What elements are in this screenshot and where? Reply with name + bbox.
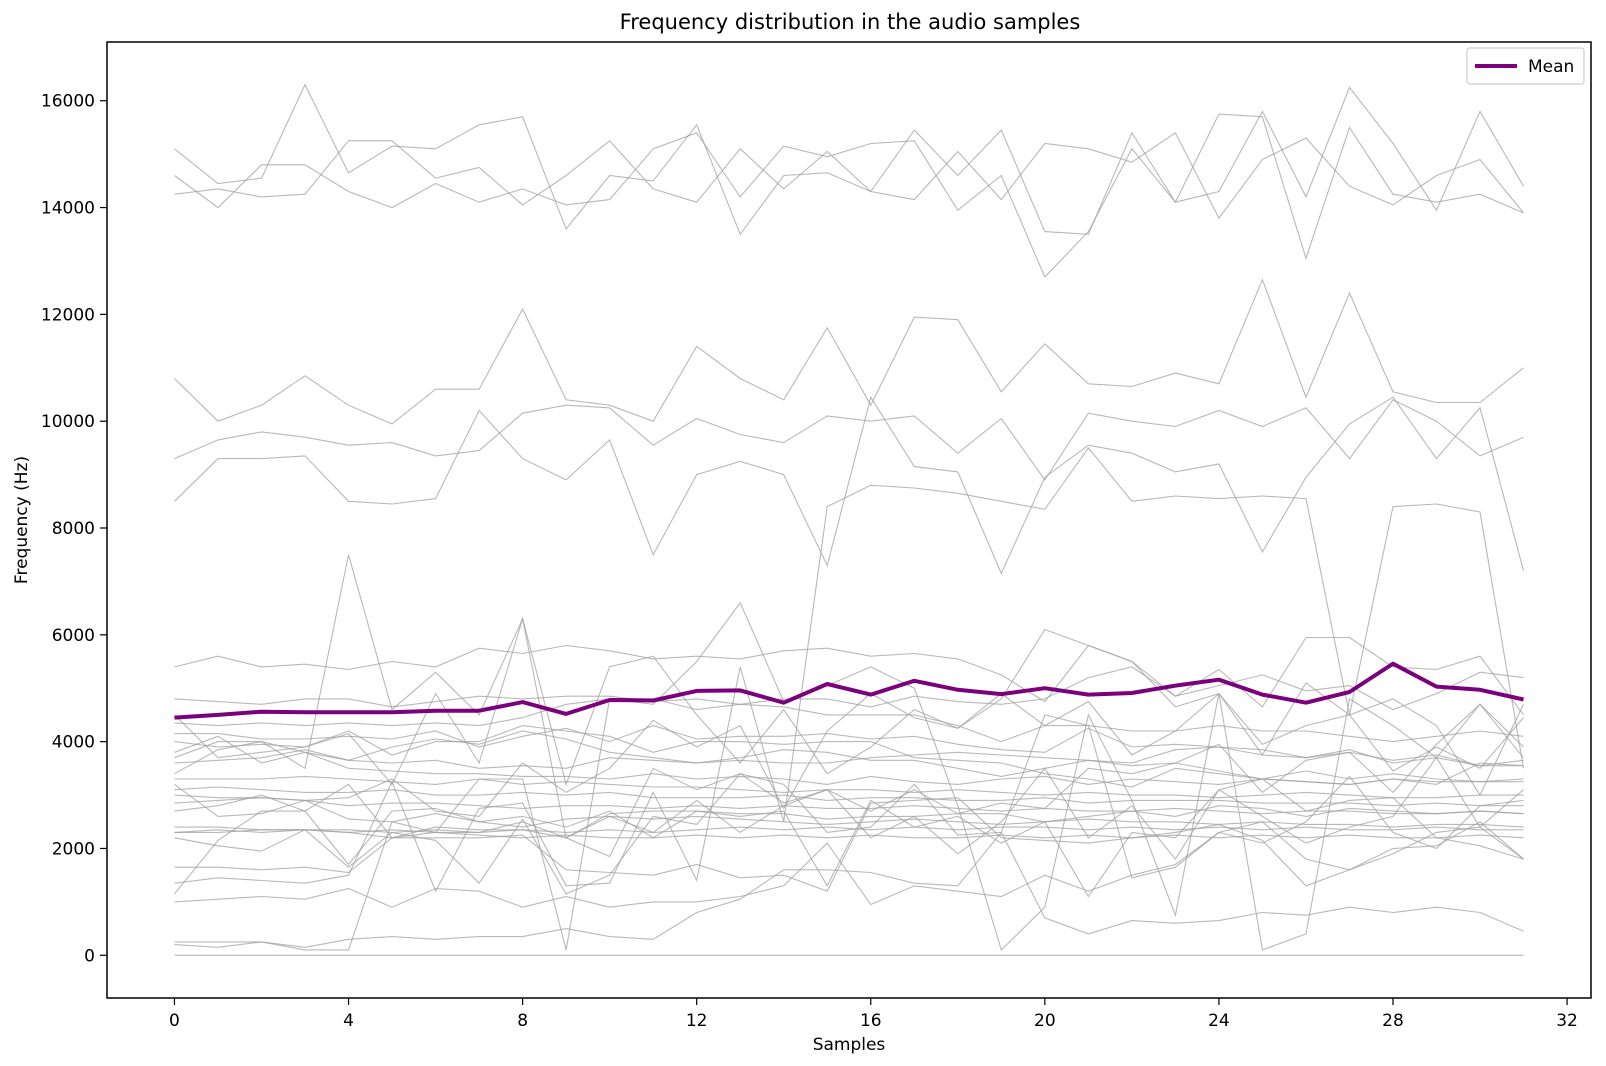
- y-tick-label: 2000: [52, 839, 95, 859]
- x-axis: 0 4 8 12 16 20 24 28 32: [169, 998, 1578, 1031]
- sample-line-26: [174, 628, 1524, 817]
- x-axis-label: Samples: [813, 1035, 886, 1055]
- sample-line-9: [174, 698, 1524, 743]
- y-tick-label: 16000: [41, 92, 95, 112]
- y-axis: 0 2000 4000 6000 8000 10000 12000 14000 16000: [41, 92, 107, 966]
- series-layer: [174, 83, 1525, 956]
- legend-label-mean: Mean: [1528, 57, 1574, 77]
- sample-line-27: [174, 616, 1524, 787]
- sample-line-24: [174, 831, 1524, 948]
- x-tick-label: 24: [1208, 1011, 1230, 1031]
- mean-line: [174, 661, 1524, 720]
- legend: Mean: [1466, 47, 1585, 85]
- y-tick-label: 8000: [52, 519, 95, 539]
- sample-line-19: [174, 826, 1524, 839]
- sample-line-25: [174, 601, 1524, 951]
- x-tick-label: 4: [343, 1011, 354, 1031]
- sample-line-32: [174, 703, 1524, 895]
- x-tick-label: 32: [1556, 1011, 1578, 1031]
- x-tick-label: 28: [1382, 1011, 1404, 1031]
- y-tick-label: 6000: [52, 626, 95, 646]
- x-tick-label: 12: [686, 1011, 708, 1031]
- x-tick-label: 16: [860, 1011, 882, 1031]
- sample-line-15: [174, 775, 1524, 799]
- y-tick-label: 10000: [41, 412, 95, 432]
- sample-line-10: [174, 725, 1524, 767]
- sample-line-7: [174, 636, 1524, 716]
- sample-line-16: [174, 786, 1524, 807]
- sample-line-17: [174, 783, 1524, 828]
- sample-line-33: [174, 446, 1525, 893]
- sample-line-2: [174, 131, 1524, 220]
- sample-line-6: [174, 395, 1525, 575]
- sample-line-29: [174, 756, 1524, 861]
- sample-line-22: [174, 778, 1524, 898]
- mean-layer: [174, 661, 1524, 720]
- y-tick-label: 0: [84, 946, 95, 966]
- x-tick-label: 8: [517, 1011, 528, 1031]
- x-tick-label: 20: [1034, 1011, 1056, 1031]
- sample-line-8: [174, 666, 1524, 711]
- sample-line-14: [174, 741, 1524, 785]
- legend-box: [1466, 47, 1585, 85]
- sample-line-21: [174, 797, 1524, 892]
- sample-line-5: [174, 399, 1524, 481]
- y-tick-label: 14000: [41, 199, 95, 219]
- sample-line-23: [174, 821, 1524, 908]
- sample-line-20: [174, 826, 1524, 833]
- y-tick-label: 12000: [41, 305, 95, 325]
- chart-title: Frequency distribution in the audio samp…: [620, 10, 1081, 34]
- sample-line-28: [174, 554, 1524, 879]
- sample-line-12: [174, 730, 1524, 783]
- sample-line-18: [174, 797, 1524, 815]
- sample-line-31: [174, 805, 1524, 839]
- y-tick-label: 4000: [52, 733, 95, 753]
- sample-line-4: [174, 278, 1524, 425]
- sample-line-3: [174, 113, 1524, 278]
- y-axis-label: Frequency (Hz): [12, 456, 32, 584]
- plot-frame: [106, 41, 1592, 999]
- x-tick-label: 0: [169, 1011, 180, 1031]
